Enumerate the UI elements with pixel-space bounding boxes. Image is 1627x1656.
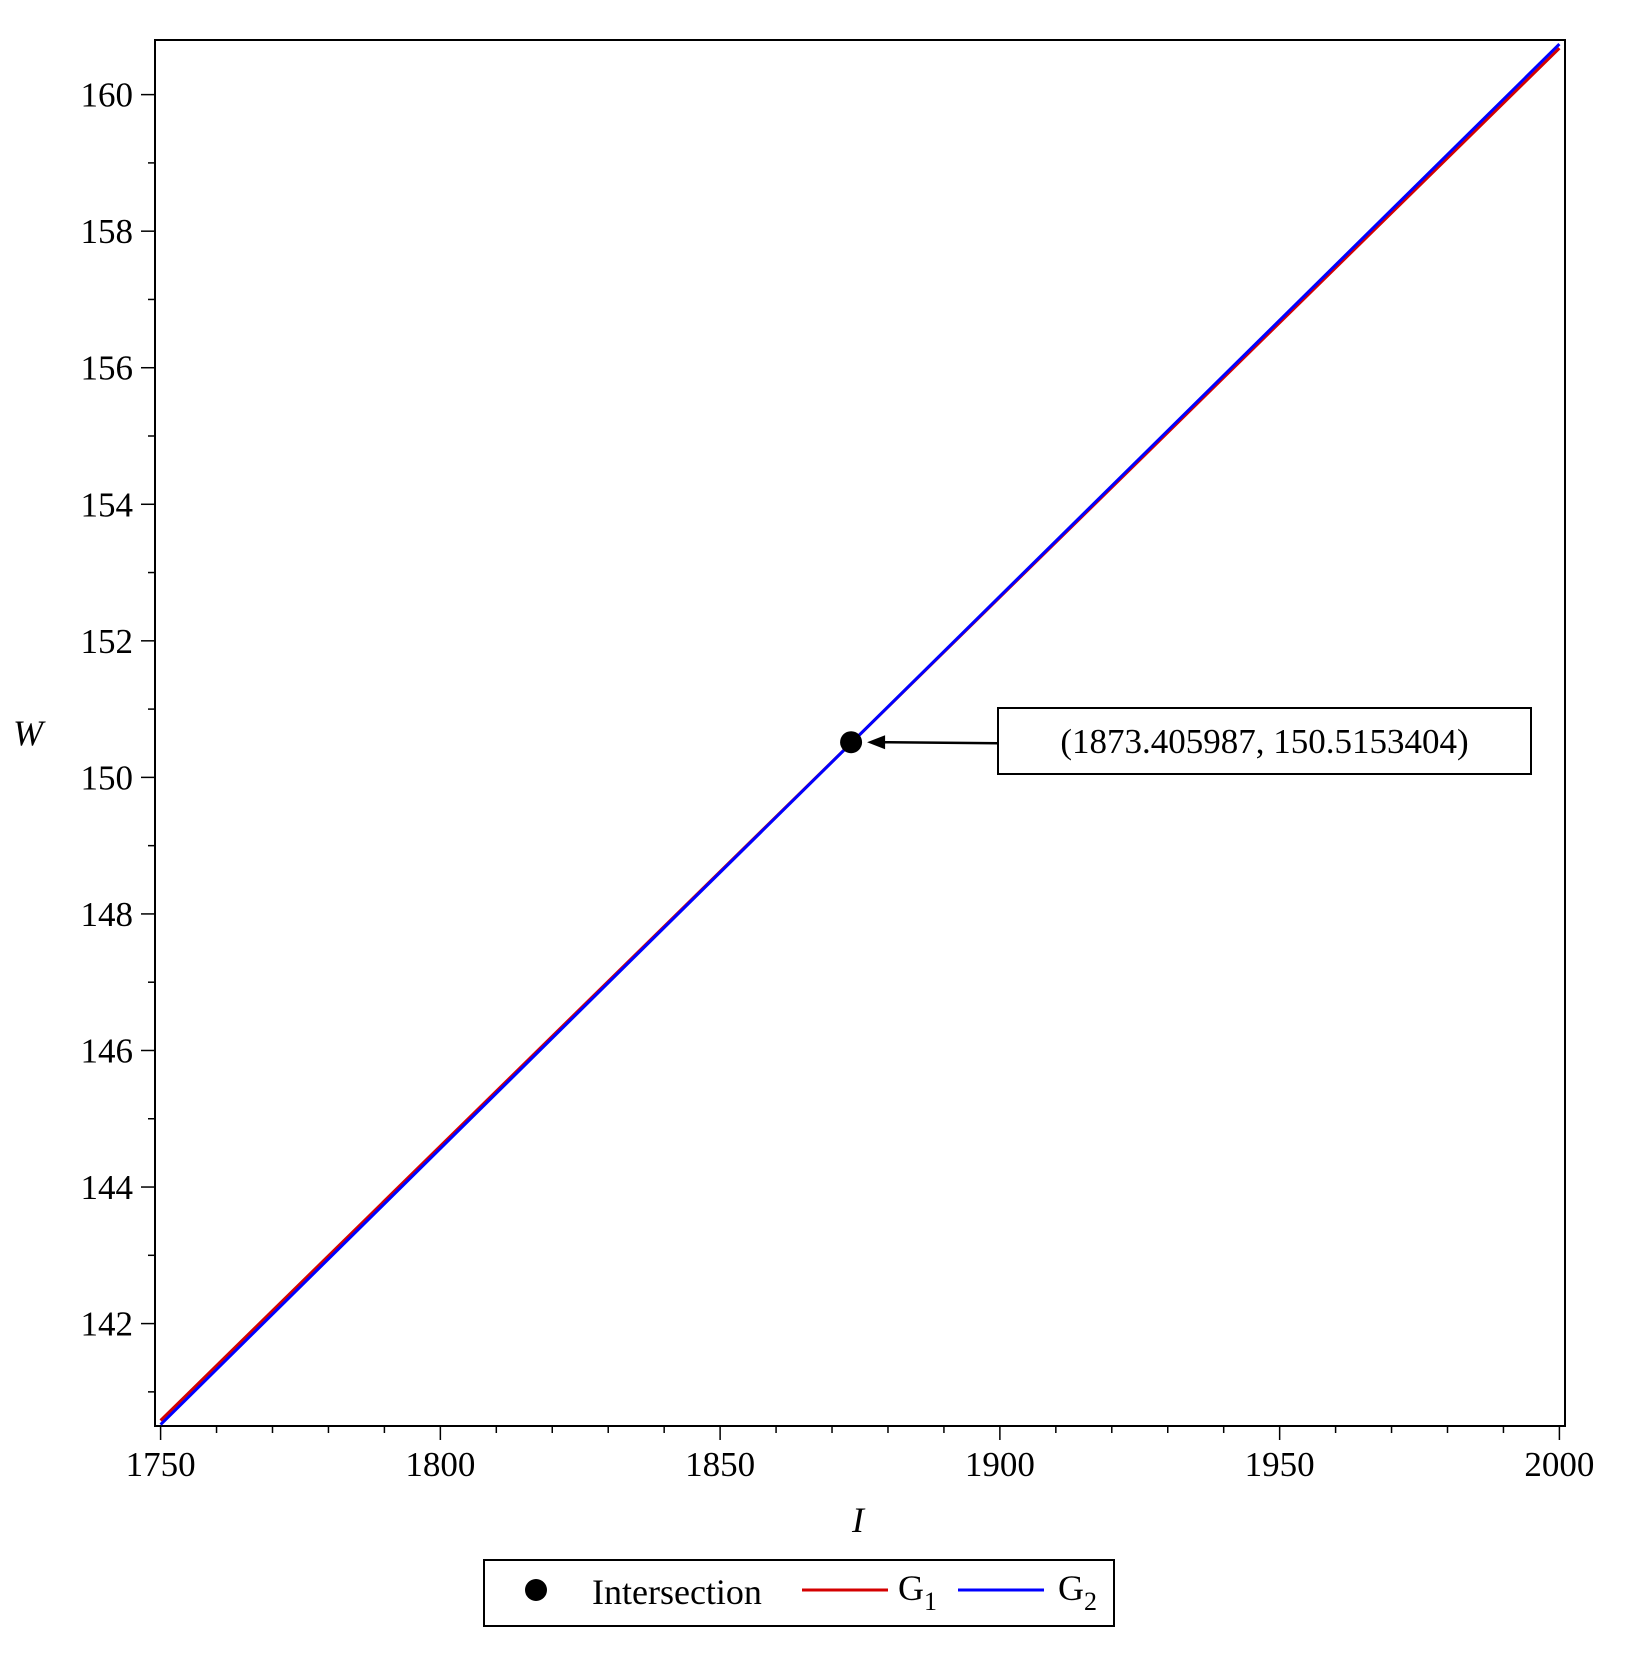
y-tick-label: 144 (81, 1168, 134, 1207)
annotation-arrow-shaft (883, 740, 999, 745)
y-tick-label: 160 (81, 76, 134, 115)
y-axis-label: W (13, 713, 46, 753)
legend-label-intersection: Intersection (592, 1572, 762, 1612)
legend-box (483, 1559, 1115, 1627)
legend: Intersection G1 G2 (483, 1559, 1115, 1627)
x-tick-label: 1900 (965, 1445, 1035, 1484)
annotation-text: (1873.405987, 150.5153404) (1060, 722, 1468, 761)
x-tick-label: 1800 (405, 1445, 475, 1484)
y-tick-label: 158 (81, 212, 134, 251)
annotation-arrow-head (867, 735, 886, 750)
series-layer (159, 43, 1561, 1426)
intersection-point (840, 731, 863, 754)
y-tick-label: 156 (81, 349, 134, 388)
x-axis-ticks: 1750 1800 1850 1900 1950 2000 (126, 1426, 1594, 1484)
y-tick-label: 154 (81, 485, 134, 524)
series-line-g2 (159, 43, 1561, 1426)
annotation-box (997, 707, 1532, 775)
y-tick-label: 146 (81, 1031, 134, 1070)
legend-marker-intersection (525, 1579, 547, 1601)
x-tick-label: 1850 (685, 1445, 755, 1484)
y-tick-label: 152 (81, 622, 134, 661)
y-tick-label: 142 (81, 1305, 134, 1344)
x-tick-label: 2000 (1524, 1445, 1594, 1484)
legend-label-g2: G2 (1058, 1568, 1097, 1616)
legend-label-g1: G1 (898, 1568, 937, 1616)
x-tick-label: 1950 (1245, 1445, 1315, 1484)
y-tick-label: 150 (81, 758, 134, 797)
x-axis-label: I (851, 1500, 866, 1540)
y-tick-label: 148 (81, 895, 134, 934)
plot-frame (154, 39, 1566, 1427)
y-axis-ticks: 142 144 146 148 150 152 154 156 158 160 (81, 76, 155, 1393)
x-tick-label: 1750 (126, 1445, 196, 1484)
annotation-layer: (1873.405987, 150.5153404) (867, 707, 1532, 775)
